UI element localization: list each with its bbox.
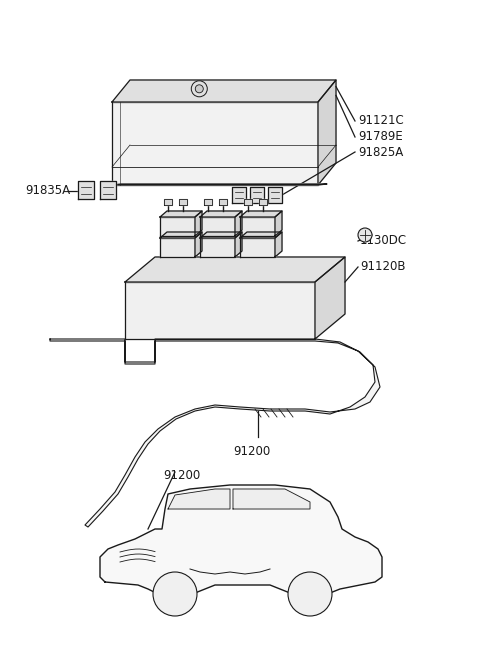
Polygon shape — [240, 217, 275, 236]
Polygon shape — [235, 211, 242, 236]
Polygon shape — [200, 217, 235, 236]
Polygon shape — [232, 187, 246, 203]
Circle shape — [191, 81, 207, 97]
Polygon shape — [200, 238, 235, 257]
Polygon shape — [160, 211, 202, 217]
Polygon shape — [160, 238, 195, 257]
Polygon shape — [235, 232, 242, 257]
Polygon shape — [240, 232, 282, 238]
Text: 91121C: 91121C — [358, 114, 404, 127]
Polygon shape — [259, 199, 267, 205]
Polygon shape — [204, 199, 212, 205]
Polygon shape — [125, 282, 315, 339]
Polygon shape — [125, 257, 345, 282]
Text: 91120B: 91120B — [360, 260, 406, 273]
Polygon shape — [179, 199, 187, 205]
Polygon shape — [100, 181, 116, 199]
Text: 91789E: 91789E — [358, 131, 403, 143]
Circle shape — [358, 228, 372, 242]
Circle shape — [288, 572, 332, 616]
Polygon shape — [240, 211, 282, 217]
Circle shape — [195, 85, 204, 93]
Polygon shape — [200, 211, 242, 217]
Polygon shape — [275, 232, 282, 257]
Polygon shape — [112, 184, 327, 185]
Polygon shape — [315, 257, 345, 339]
Polygon shape — [100, 485, 382, 597]
Polygon shape — [195, 211, 202, 236]
Polygon shape — [219, 199, 227, 205]
Polygon shape — [50, 339, 380, 527]
Text: 91825A: 91825A — [358, 145, 403, 158]
Polygon shape — [244, 199, 252, 205]
Polygon shape — [164, 199, 172, 205]
Text: 1130DC: 1130DC — [360, 235, 407, 248]
Polygon shape — [268, 187, 282, 203]
Polygon shape — [168, 489, 230, 509]
Polygon shape — [78, 181, 94, 199]
Circle shape — [153, 572, 197, 616]
Polygon shape — [195, 232, 202, 257]
Polygon shape — [160, 217, 195, 236]
Polygon shape — [200, 232, 242, 238]
Text: 91200: 91200 — [233, 445, 270, 458]
Polygon shape — [112, 80, 336, 102]
Polygon shape — [233, 489, 310, 509]
Polygon shape — [275, 211, 282, 236]
Polygon shape — [160, 232, 202, 238]
Polygon shape — [240, 238, 275, 257]
Text: 91835A: 91835A — [25, 185, 70, 198]
Text: 91200: 91200 — [163, 469, 200, 482]
Polygon shape — [318, 80, 336, 185]
Polygon shape — [250, 187, 264, 203]
Polygon shape — [112, 102, 318, 185]
